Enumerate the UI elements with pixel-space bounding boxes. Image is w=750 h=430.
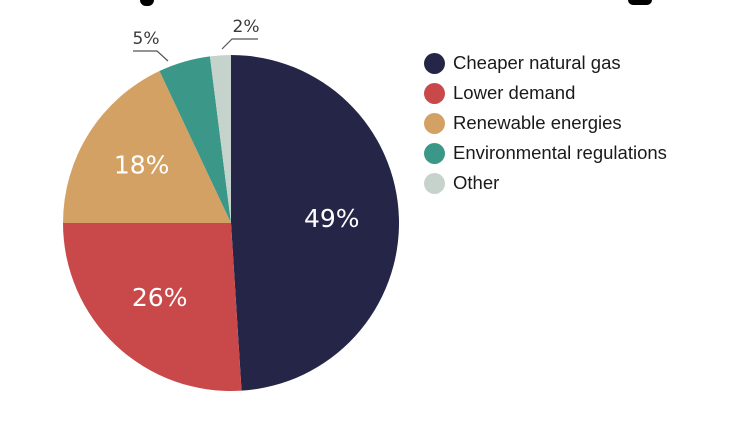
legend-label: Other <box>453 172 500 193</box>
legend-label: Lower demand <box>453 82 576 103</box>
slice-label-other: 2% <box>233 17 260 37</box>
slice-label-environmental-regulations: 5% <box>133 29 160 49</box>
legend-swatch-icon <box>424 142 445 164</box>
legend-swatch-icon <box>424 172 445 194</box>
legend-item-cheaper-natural-gas: Cheaper natural gas <box>424 48 667 78</box>
slice-labels: 49% 26% 18% 5% 2% <box>114 17 360 312</box>
slice-label-cheaper-natural-gas: 49% <box>304 204 360 233</box>
slice-label-renewable-energies: 18% <box>114 150 170 179</box>
title-clipped-descender-g <box>628 0 652 5</box>
pie-slices <box>63 55 400 391</box>
legend-item-other: Other <box>424 168 667 198</box>
legend-label: Cheaper natural gas <box>453 52 621 73</box>
legend-item-renewable-energies: Renewable energies <box>424 108 667 138</box>
pie-slice-lower-demand <box>63 223 242 391</box>
leader-line-environmental-regulations <box>133 50 169 62</box>
pie-slice-cheaper-natural-gas <box>231 55 400 391</box>
legend-swatch-icon <box>424 52 445 74</box>
leader-lines <box>133 38 258 62</box>
pie-slice-renewable-energies <box>63 70 231 224</box>
legend-item-environmental-regulations: Environmental regulations <box>424 138 667 168</box>
slice-label-lower-demand: 26% <box>132 283 188 312</box>
legend-swatch-icon <box>424 112 445 134</box>
pie-slice-environmental-regulations <box>159 56 231 223</box>
pie-slice-other <box>209 55 231 223</box>
legend: Cheaper natural gas Lower demand Renewab… <box>424 48 667 198</box>
title-clipped-descender-y <box>140 0 154 6</box>
legend-item-lower-demand: Lower demand <box>424 78 667 108</box>
legend-label: Renewable energies <box>453 112 622 133</box>
legend-label: Environmental regulations <box>453 142 667 163</box>
legend-swatch-icon <box>424 82 445 104</box>
leader-line-other <box>221 38 258 50</box>
